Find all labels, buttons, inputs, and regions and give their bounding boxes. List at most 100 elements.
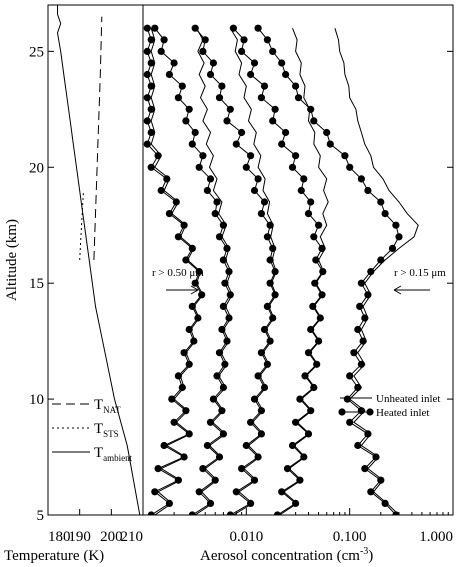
heated-point (250, 59, 259, 67)
heated-point (221, 279, 229, 287)
heated-point (143, 47, 151, 56)
heated-point (266, 337, 274, 345)
annotation-r015-text: r > 0.15 μm (394, 267, 446, 279)
heated-point (357, 175, 365, 183)
heated-point (215, 94, 224, 102)
heated-point (203, 186, 211, 195)
legend-marker-heated-1 (338, 408, 346, 416)
heated-point (195, 488, 203, 496)
heated-point (225, 314, 233, 322)
heated-point (372, 453, 380, 461)
heated-point (257, 430, 265, 438)
heated-point (160, 441, 168, 450)
heated-point (168, 395, 176, 403)
heated-point (143, 117, 151, 125)
heated-point (288, 163, 297, 171)
heated-point (341, 152, 349, 160)
heated-point (232, 140, 240, 148)
heated-point (213, 198, 221, 206)
y-axis-label: Altitude (km) (4, 219, 20, 301)
aero-x-tick-label: 0.010 (229, 529, 263, 545)
temperature-panel-frame (47, 4, 144, 516)
heated-point (213, 372, 221, 380)
annotation-r050: r > 0.50 μm (152, 267, 204, 295)
heated-point (301, 372, 309, 380)
heated-point (283, 465, 292, 473)
unheated-line-3 (229, 27, 277, 515)
temp-x-tick-label: 200 (100, 529, 123, 545)
heated-point (292, 152, 300, 160)
heated-point (199, 152, 207, 160)
heated-point (219, 302, 227, 310)
heated-point (206, 499, 215, 507)
heated-point (147, 128, 155, 137)
heated-point (257, 94, 265, 102)
heated-point (198, 291, 206, 299)
temperature-line-dotted (79, 190, 84, 261)
heated-point (191, 128, 199, 137)
heated-point (300, 175, 308, 183)
heated-point (174, 94, 182, 102)
heated-point (170, 418, 178, 426)
heated-point (219, 383, 227, 392)
heated-point (160, 36, 168, 44)
heated-point (260, 82, 269, 90)
heated-point (201, 36, 209, 44)
heated-point (269, 117, 277, 125)
temperature-x-axis-label: Temperature (K) (4, 548, 104, 564)
heated-point (377, 256, 385, 264)
heated-point (316, 314, 324, 322)
heated-point (247, 152, 255, 160)
heated-point (312, 256, 320, 264)
aero-x-tick-label: 1.000 (419, 529, 453, 545)
heated-point (288, 441, 297, 450)
legend-marker-heated-2 (366, 408, 374, 416)
temperature-line-solid (56, 5, 141, 515)
heated-point (278, 488, 286, 496)
unheated-line-5 (334, 28, 419, 515)
heated-point (346, 163, 354, 171)
heated-point (238, 128, 246, 137)
heated-point (182, 117, 190, 125)
aerosol-series-group (143, 24, 419, 515)
heated-point (250, 186, 259, 195)
unheated-line-2 (194, 27, 233, 515)
heated-point (250, 395, 259, 403)
heated-point (315, 221, 323, 229)
heated-point (226, 291, 234, 299)
heated-point (254, 175, 262, 183)
heated-point (194, 314, 202, 322)
aerosol-legend: Unheated inlet Heated inlet (338, 393, 440, 419)
heated-point (215, 233, 224, 241)
heated-point (178, 383, 186, 392)
heated-point (242, 163, 250, 171)
heated-point (242, 441, 250, 450)
heated-point (174, 233, 182, 241)
legend-label-nat: TNAT (94, 397, 121, 415)
heated-point (170, 59, 178, 67)
heated-point (172, 198, 180, 206)
heated-point (271, 291, 279, 299)
heated-point (238, 465, 246, 473)
heated-point (263, 360, 271, 368)
heated-point (257, 210, 265, 218)
heated-point (269, 314, 277, 322)
heated-point (392, 221, 400, 229)
heated-point (310, 117, 318, 125)
heated-point (203, 441, 211, 450)
temp-x-tick-label: 180 (48, 529, 71, 545)
heated-point (250, 476, 259, 484)
heated-point (195, 268, 203, 276)
heated-point (247, 418, 255, 426)
heated-point (323, 128, 331, 137)
heated-point (364, 186, 372, 195)
heated-point (190, 337, 198, 345)
heated-point (218, 325, 226, 334)
heated-point (206, 175, 215, 183)
heated-point (209, 395, 217, 403)
heated-point (263, 36, 271, 44)
heated-point (307, 198, 315, 206)
heated-point (381, 499, 389, 507)
